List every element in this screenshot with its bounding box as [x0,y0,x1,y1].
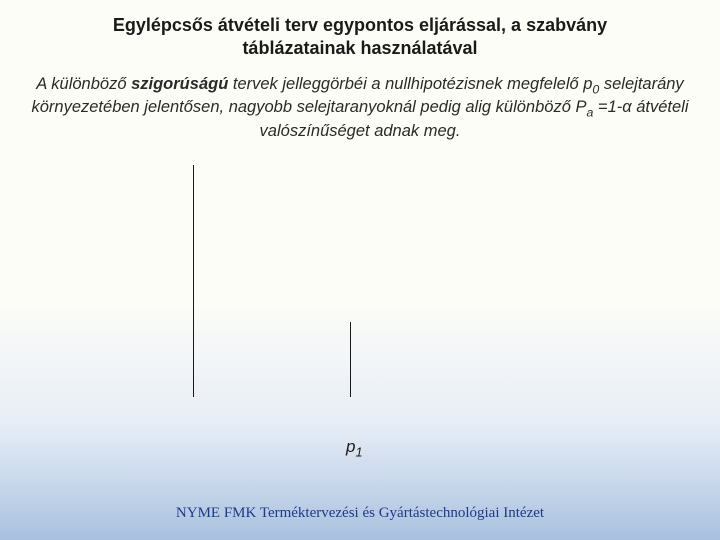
chart-area: p1 [0,165,720,465]
slide-title: Egylépcsős átvételi terv egypontos eljár… [0,14,720,59]
title-line2: táblázatainak használatával [242,38,477,58]
body-paragraph: A különböző szigorúságú tervek jelleggör… [18,74,702,142]
chart-label-p1: p1 [346,437,363,459]
title-line1: Egylépcsős átvételi terv egypontos eljár… [113,15,607,35]
chart-vertical-line-2 [350,322,351,397]
body-seg2: tervek jelleggörbéi a nullhipotézisnek m… [228,75,592,93]
body-bold1: szigorúságú [131,75,228,93]
footer-text: NYME FMK Terméktervezési és Gyártástechn… [0,505,720,522]
chart-vertical-line-1 [193,165,194,397]
chart-label-p1-sub: 1 [355,444,362,459]
body-seg1: A különböző [36,75,131,93]
